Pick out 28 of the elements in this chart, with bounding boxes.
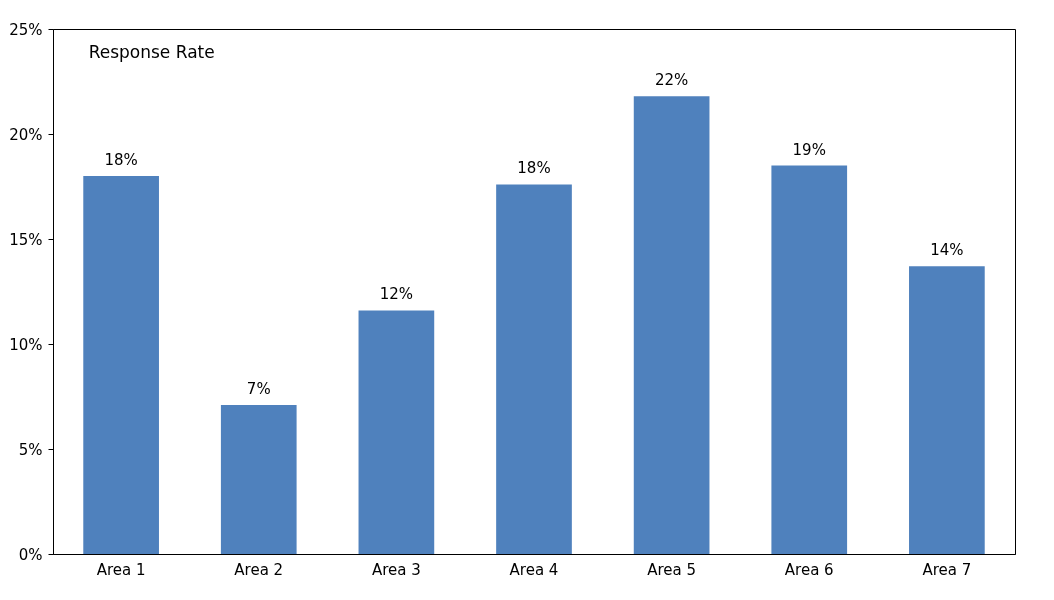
x-tick-label: Area 3 [371,560,421,579]
data-label: 18% [517,159,551,178]
y-tick-label: 0% [18,545,43,564]
bar [358,310,435,554]
x-tick-label: Area 6 [784,560,834,579]
data-label: 14% [930,241,964,260]
y-tick-label: 10% [9,335,43,354]
data-label: 12% [379,285,414,304]
bar [496,184,572,554]
data-label: 19% [792,140,826,159]
y-tick-label: 5% [18,440,43,459]
bar [220,404,297,554]
bar [771,165,848,554]
bar [633,96,710,554]
x-tick-label: Area 1 [96,560,146,579]
x-tick-label: Area 5 [647,560,697,579]
y-tick-label: 15% [9,230,43,249]
x-tick-label: Area 7 [922,560,972,579]
data-label: 18% [104,151,138,169]
y-tick-label: 25% [9,20,43,39]
x-tick-label: Area 2 [234,560,284,579]
y-tick-label: 20% [9,125,43,144]
x-tick-label: Area 4 [509,560,559,579]
bar [83,176,159,554]
data-label: 22% [654,71,689,90]
text: Response Rate [88,42,215,62]
data-label: 7% [246,379,271,398]
bar [909,266,985,554]
